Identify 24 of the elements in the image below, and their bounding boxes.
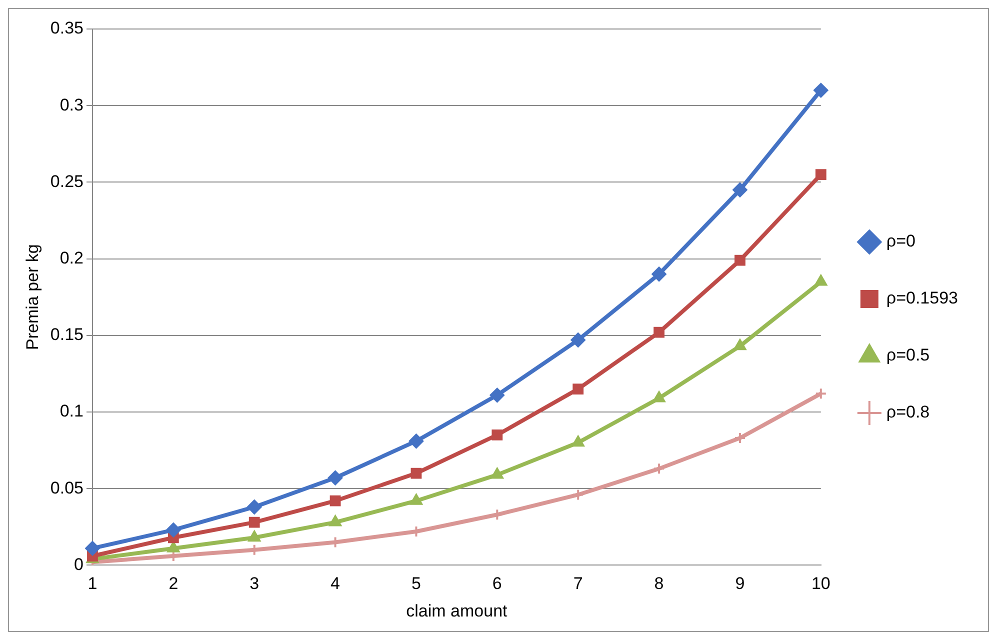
legend-label: ρ=0.8 [886, 402, 930, 422]
y-tick-label: 0 [74, 554, 84, 574]
y-axis-title: Premia per kg [22, 244, 42, 350]
x-tick-label: 2 [168, 574, 178, 594]
x-tick-label: 1 [88, 574, 98, 594]
x-tick-label: 9 [735, 574, 745, 594]
x-tick-label: 8 [654, 574, 664, 594]
x-tick-label: 10 [811, 574, 830, 594]
y-tick-label: 0.3 [60, 95, 84, 114]
legend-label: ρ=0.1593 [886, 288, 958, 308]
legend-label: ρ=0 [886, 232, 916, 251]
y-tick-label: 0.35 [50, 18, 84, 38]
x-tick-label: 4 [330, 574, 340, 594]
y-tick-label: 0.15 [50, 325, 84, 344]
legend-label: ρ=0.5 [886, 346, 930, 365]
x-tick-label: 5 [411, 574, 421, 594]
y-tick-label: 0.05 [50, 478, 84, 498]
y-tick-label: 0.2 [60, 248, 84, 268]
x-axis-title: claim amount [406, 601, 508, 620]
x-tick-label: 3 [250, 574, 260, 594]
y-tick-label: 0.1 [60, 402, 84, 421]
y-tick-label: 0.25 [50, 172, 84, 191]
x-tick-label: 7 [573, 574, 583, 594]
x-tick-label: 6 [492, 574, 502, 594]
